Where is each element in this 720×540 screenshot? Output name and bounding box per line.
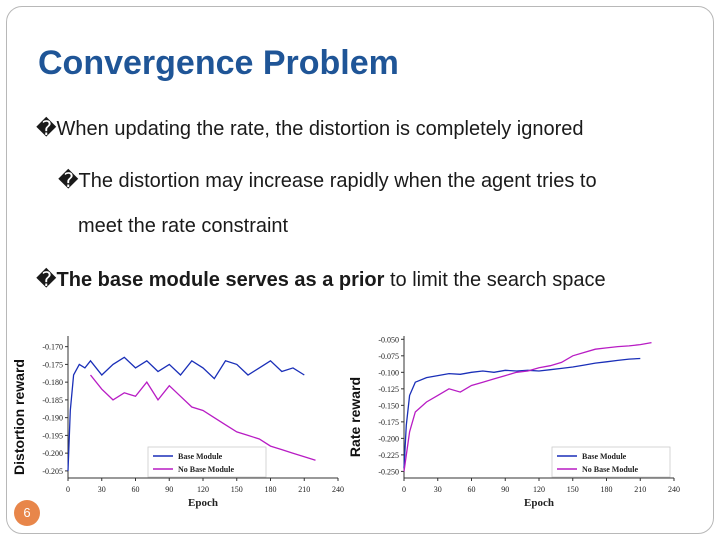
page-number-badge: 6 — [14, 500, 40, 526]
bullet-marker: � — [36, 269, 57, 291]
y-tick-label: -0.195 — [42, 431, 63, 440]
y-tick-label: -0.175 — [42, 360, 63, 369]
legend-box — [147, 446, 267, 478]
y-tick-label: -0.170 — [42, 343, 63, 352]
y-tick-label: -0.250 — [378, 467, 399, 476]
y-tick-label: -0.175 — [378, 418, 399, 427]
y-tick-label: -0.190 — [42, 414, 63, 423]
bullet-2: �The distortion may increase rapidly whe… — [58, 168, 597, 193]
y-tick-label: -0.180 — [42, 378, 63, 387]
x-tick-label: 240 — [668, 485, 680, 494]
series-line-base-module — [67, 356, 305, 471]
y-tick-label: -0.185 — [42, 396, 63, 405]
y-tick-label: -0.050 — [378, 335, 399, 344]
bullet-3-bold-text: The base module serves as a prior — [56, 269, 385, 291]
x-tick-label: 120 — [197, 485, 209, 494]
distortion-reward-chart: -0.170 -0.175 -0.180 -0.185 -0.190 -0.195 -0.2… — [8, 316, 348, 516]
legend-label: No Base Module — [178, 465, 234, 474]
x-tick-label: 150 — [231, 485, 243, 494]
x-tick-label: 30 — [434, 485, 442, 494]
x-tick-label: 60 — [468, 485, 476, 494]
x-axis-label: Epoch — [188, 497, 218, 509]
series-line-base-module — [403, 357, 641, 469]
y-tick-label: -0.100 — [378, 368, 399, 377]
rate-chart-svg: -0.050 -0.075 -0.100 -0.125 -0.150 -0.175 -0.2… — [347, 335, 680, 509]
x-tick-label: 150 — [567, 485, 579, 494]
x-axis-label: Epoch — [524, 497, 554, 509]
legend-label: Base Module — [582, 452, 627, 461]
series-line-no-base-module — [89, 374, 316, 461]
y-tick-label: -0.075 — [378, 352, 399, 361]
bullet-marker: � — [58, 170, 79, 192]
x-tick-label: 60 — [132, 485, 140, 494]
x-tick-label: 0 — [402, 485, 406, 494]
slide-frame — [6, 6, 714, 534]
x-tick-label: 120 — [533, 485, 545, 494]
rate-reward-chart: -0.050 -0.075 -0.100 -0.125 -0.150 -0.175 -0.2… — [344, 316, 684, 516]
bullet-3: �The base module serves as a prior to li… — [36, 267, 606, 292]
series-line-no-base-module — [403, 341, 652, 472]
x-tick-label: 180 — [265, 485, 277, 494]
bullet-2-continuation: meet the rate constraint — [78, 215, 289, 237]
legend-label: No Base Module — [582, 465, 638, 474]
x-tick-label: 240 — [332, 485, 344, 494]
distortion-chart-svg: -0.170 -0.175 -0.180 -0.185 -0.190 -0.195 -0.2… — [11, 336, 344, 509]
legend-label: Base Module — [178, 452, 223, 461]
x-tick-label: 0 — [66, 485, 70, 494]
legend-box — [551, 446, 671, 478]
y-tick-label: -0.225 — [378, 451, 399, 460]
bullet-1-text: When updating the rate, the distortion i… — [56, 118, 584, 140]
y-tick-label: -0.200 — [378, 434, 399, 443]
x-tick-label: 90 — [501, 485, 509, 494]
bullet-marker: � — [36, 118, 57, 140]
x-tick-label: 210 — [298, 485, 310, 494]
y-tick-label: -0.125 — [378, 385, 399, 394]
bullet-2-text: The distortion may increase rapidly when… — [78, 170, 597, 192]
bullet-1: �When updating the rate, the distortion … — [36, 116, 584, 141]
y-tick-label: -0.200 — [42, 449, 63, 458]
y-tick-label: -0.150 — [378, 401, 399, 410]
y-axis-label: Distortion reward — [11, 359, 27, 475]
x-tick-label: 90 — [165, 485, 173, 494]
slide-title: Convergence Problem — [38, 44, 399, 82]
x-tick-label: 30 — [98, 485, 106, 494]
x-tick-label: 180 — [601, 485, 613, 494]
x-tick-label: 210 — [634, 485, 646, 494]
y-axis-label: Rate reward — [347, 377, 363, 457]
y-tick-label: -0.205 — [42, 467, 63, 476]
bullet-3-text: to limit the search space — [384, 269, 606, 291]
